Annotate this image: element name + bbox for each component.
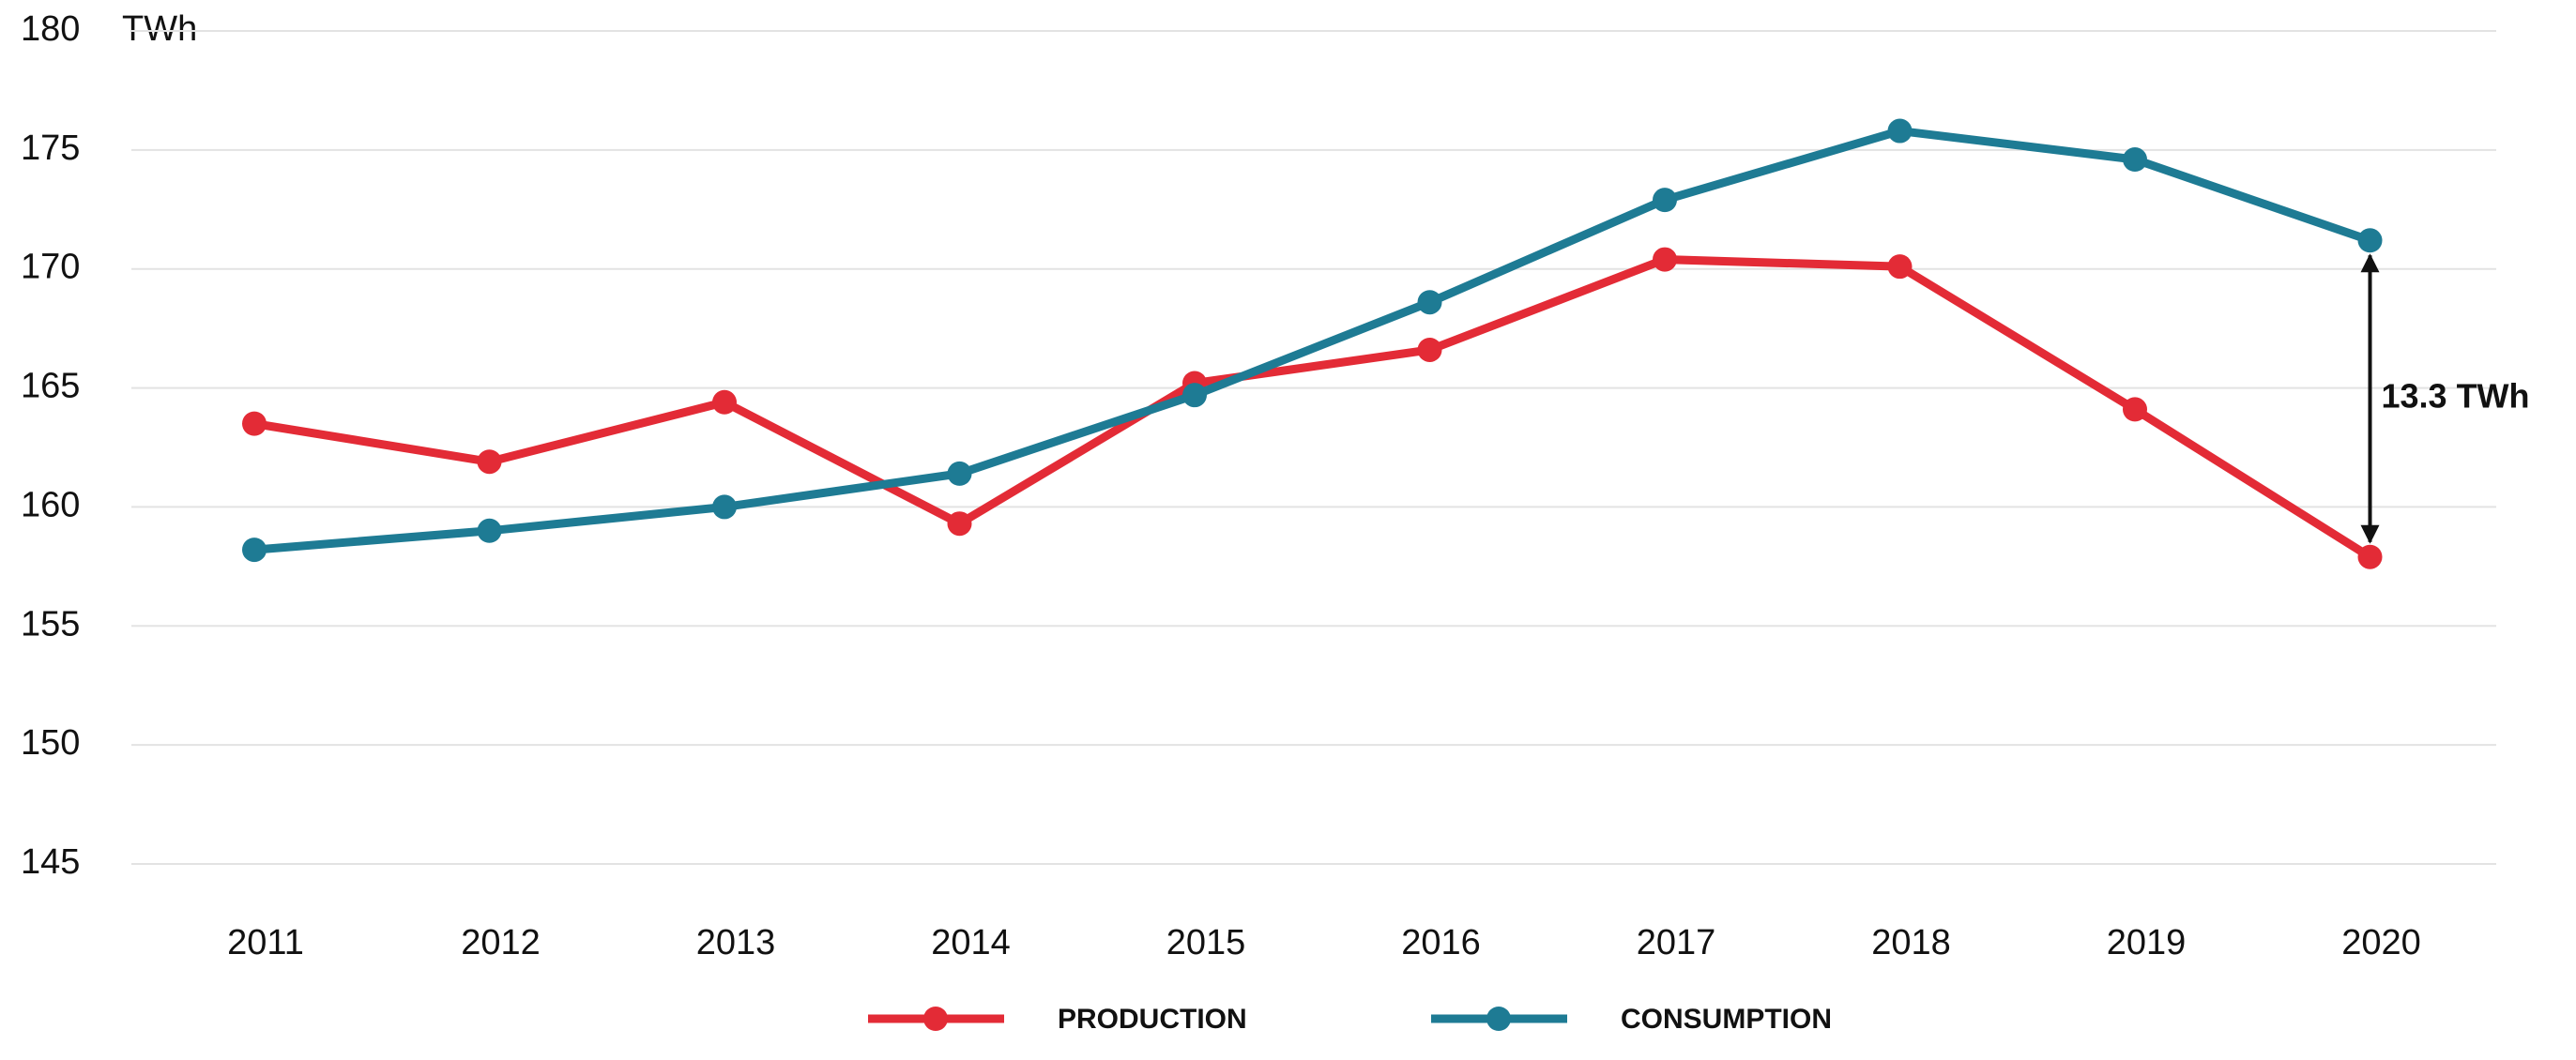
data-point <box>947 461 972 486</box>
data-point <box>477 449 502 475</box>
x-tick-label: 2012 <box>461 923 541 962</box>
series-line <box>253 127 2371 554</box>
y-tick-label: 155 <box>21 604 80 644</box>
annotation: 13.3 TWh <box>2382 377 2530 416</box>
data-point <box>477 518 502 543</box>
y-tick-label: 160 <box>21 485 80 524</box>
x-tick-label: 2015 <box>1166 923 1246 962</box>
legend-dot <box>1486 1007 1511 1031</box>
x-tick-label: 2011 <box>227 923 304 962</box>
data-point <box>947 511 972 537</box>
x-tick-label: 2017 <box>1637 923 1716 962</box>
data-point <box>1887 118 1913 144</box>
x-tick-label: 2013 <box>696 923 776 962</box>
y-tick-label: 165 <box>21 367 80 406</box>
data-point <box>1887 254 1913 280</box>
data-point <box>1653 188 1677 213</box>
data-point <box>1417 337 1442 362</box>
data-point <box>242 538 267 563</box>
y-tick-label: 150 <box>21 723 80 763</box>
data-point <box>2123 397 2147 422</box>
y-tick-label: 180 <box>21 9 80 49</box>
series-line <box>253 255 2372 561</box>
data-point <box>2123 147 2147 173</box>
data-point <box>2357 228 2383 253</box>
data-point <box>712 494 737 520</box>
y-axis-label: TWh <box>122 9 197 49</box>
legend-label: PRODUCTION <box>1058 1004 1247 1035</box>
y-tick-label: 145 <box>21 842 80 882</box>
x-tick-label: 2020 <box>2341 923 2421 962</box>
legend-dot <box>923 1007 948 1031</box>
data-point <box>242 411 267 436</box>
x-tick-label: 2016 <box>1401 923 1481 962</box>
x-tick-label: 2018 <box>1871 923 1951 962</box>
x-tick-label: 2019 <box>2107 923 2187 962</box>
legend-label: CONSUMPTION <box>1621 1004 1832 1035</box>
data-point <box>2357 544 2383 569</box>
y-tick-label: 175 <box>21 129 80 168</box>
y-tick-label: 170 <box>21 248 80 287</box>
data-point <box>1182 383 1207 408</box>
data-point <box>1417 290 1442 315</box>
x-tick-label: 2014 <box>931 923 1011 962</box>
data-point <box>712 389 737 415</box>
data-point <box>1653 247 1677 272</box>
